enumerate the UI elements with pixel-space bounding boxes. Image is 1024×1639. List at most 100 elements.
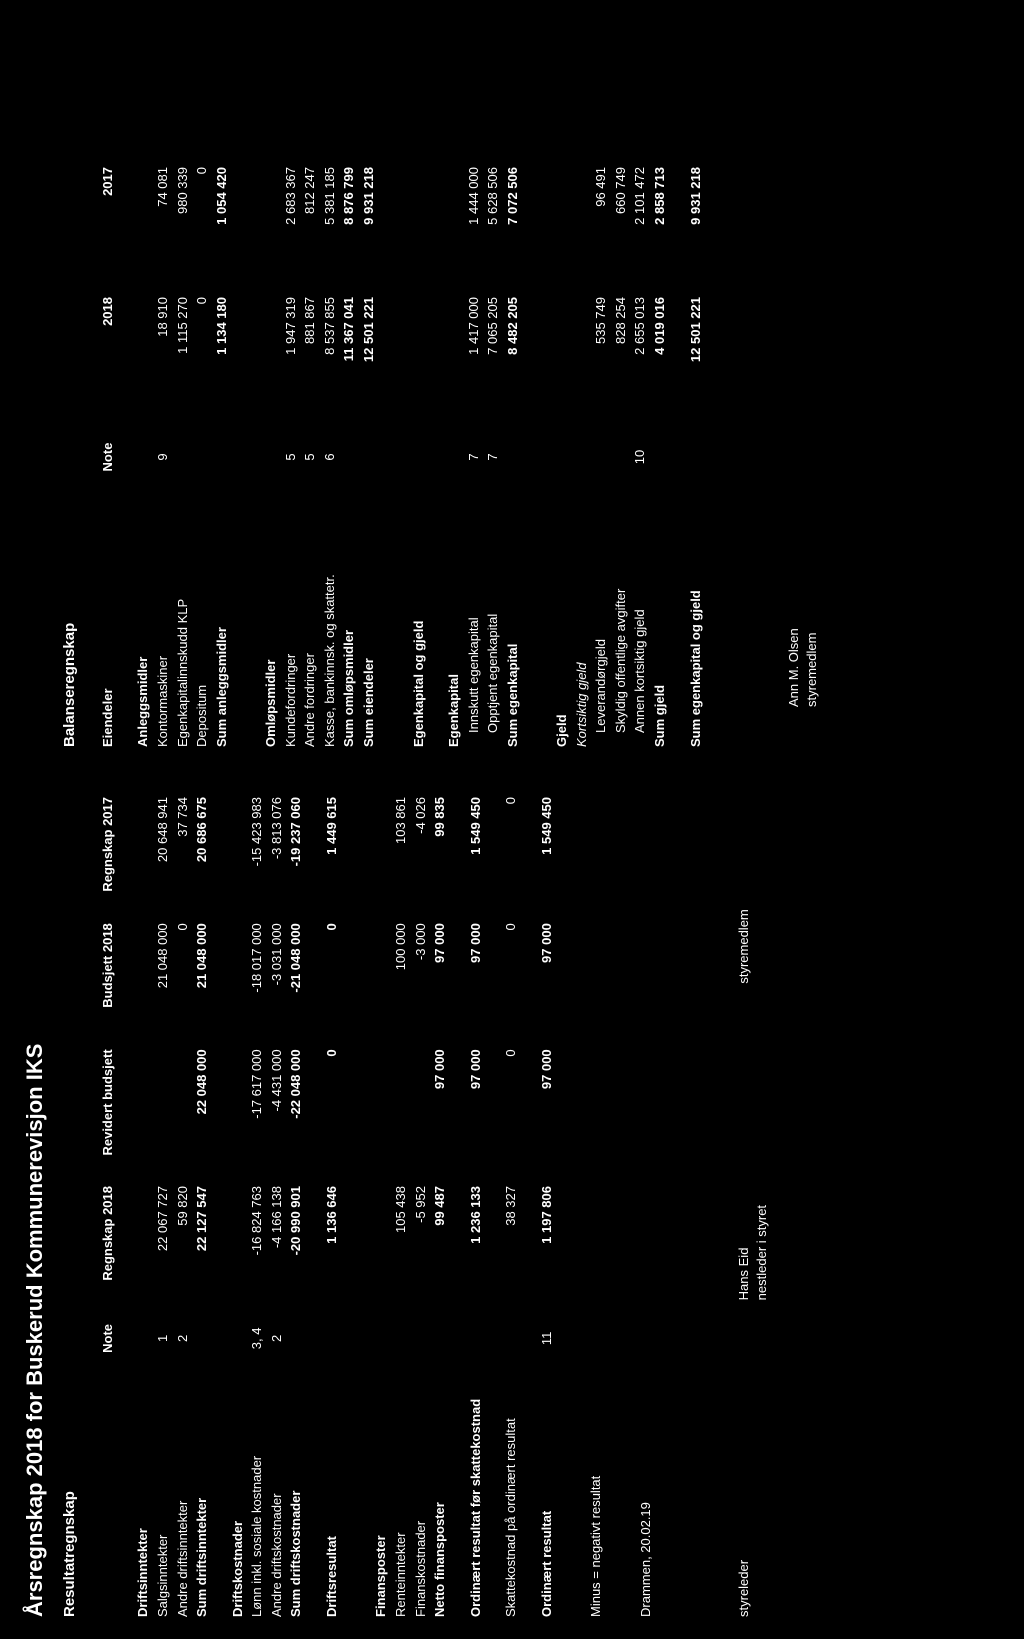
cell: 99 835	[430, 797, 450, 923]
row-note: 6	[320, 427, 340, 487]
col-regnskap-2018: Regnskap 2018	[98, 1186, 118, 1312]
cell: -5 952	[411, 1186, 431, 1312]
cell	[586, 797, 606, 923]
col-2018: 2018	[98, 297, 118, 427]
row-note	[466, 1312, 486, 1365]
cell	[173, 1049, 193, 1186]
row-note	[286, 1312, 306, 1365]
row-note	[430, 1312, 450, 1365]
cell: 2 655 013	[630, 297, 650, 427]
row-header: Egenkapital og gjeld	[409, 487, 429, 747]
cell: 0	[322, 1049, 342, 1186]
row-label: Skyldig offentlige avgifter	[611, 487, 631, 747]
cell: -3 031 000	[267, 923, 287, 1049]
cell: -19 237 060	[286, 797, 306, 923]
cell: 11 367 041	[339, 297, 359, 427]
cell: 20 648 941	[153, 797, 173, 923]
cell: -18 017 000	[247, 923, 267, 1049]
row-note: 11	[537, 1312, 557, 1365]
row-note	[572, 427, 592, 487]
row-note	[192, 427, 212, 487]
cell: -21 048 000	[286, 923, 306, 1049]
cell: 9 931 218	[686, 167, 706, 297]
cell	[636, 797, 656, 923]
balance-table: EiendelerNote20182017AnleggsmidlerKontor…	[98, 167, 705, 747]
cell: 22 127 547	[192, 1186, 212, 1312]
row-label: Drammen, 20.02.19	[636, 1365, 656, 1617]
row-note	[501, 1312, 521, 1365]
row-label: Finanskostnader	[411, 1365, 431, 1617]
row-note: 2	[173, 1312, 193, 1365]
cell: 97 000	[430, 1049, 450, 1186]
cell	[586, 1186, 606, 1312]
row-label: Ordinært resultat	[537, 1365, 557, 1617]
row-note	[212, 427, 232, 487]
row-label: Sum omløpsmidler	[339, 487, 359, 747]
cell: 1 549 450	[466, 797, 486, 923]
cell	[391, 1049, 411, 1186]
balance-heading: Balanseregnskap	[60, 167, 80, 747]
cell: -4 431 000	[267, 1049, 287, 1186]
row-note	[686, 427, 706, 487]
row-label: Salgsinntekter	[153, 1365, 173, 1617]
row-note	[192, 1312, 212, 1365]
cell: 8 482 205	[503, 297, 523, 427]
cell: 7 065 205	[483, 297, 503, 427]
col-budsjett-2018: Budsjett 2018	[98, 923, 118, 1049]
row-label: Sum anleggsmidler	[212, 487, 232, 747]
col-revidert-budsjett: Revidert budsjett	[98, 1049, 118, 1186]
cell: 38 327	[501, 1186, 521, 1312]
row-header: Driftsinntekter	[133, 1365, 153, 1617]
cell: 1 115 270	[173, 297, 193, 427]
cell: 8 537 855	[320, 297, 340, 427]
row-label: Sum driftsinntekter	[192, 1365, 212, 1617]
cell: 97 000	[466, 923, 486, 1049]
cell: 0	[501, 923, 521, 1049]
cell: 1 449 615	[322, 797, 342, 923]
cell: -3 000	[411, 923, 431, 1049]
row-note	[586, 1312, 606, 1365]
row-note: 3, 4	[247, 1312, 267, 1365]
col-eiendeler: Eiendeler	[98, 487, 118, 747]
row-label: Lønn inkl. sosiale kostnader	[247, 1365, 267, 1617]
cell	[572, 167, 592, 297]
row-label: Skattekostnad på ordinært resultat	[501, 1365, 521, 1617]
row-label: Renteinntekter	[391, 1365, 411, 1617]
sig-styremedlem-2: Ann M. Olsen styremedlem	[785, 507, 820, 707]
cell: 97 000	[537, 1049, 557, 1186]
signatures-left: styreleder Hans Eid nestleder i styret s…	[735, 797, 770, 1617]
income-table: NoteRegnskap 2018Revidert budsjettBudsje…	[98, 797, 655, 1617]
row-label: Kasse, bankinnsk. og skattetr.	[320, 487, 340, 747]
cell: 1 134 180	[212, 297, 232, 427]
cell: 980 339	[173, 167, 193, 297]
row-label: Annen kortsiktig gjeld	[630, 487, 650, 747]
cell: 1 054 420	[212, 167, 232, 297]
cell: 105 438	[391, 1186, 411, 1312]
cell: 12 501 221	[686, 297, 706, 427]
col-note: Note	[98, 1312, 118, 1365]
row-header: Omløpsmidler	[261, 487, 281, 747]
cell: 103 861	[391, 797, 411, 923]
cell: 97 000	[430, 923, 450, 1049]
sig-nestleder: Hans Eid nestleder i styret	[735, 1114, 770, 1301]
col-2017: 2017	[98, 167, 118, 297]
sig-styreleder: styreleder	[735, 1430, 770, 1617]
row-note	[339, 427, 359, 487]
cell: -16 824 763	[247, 1186, 267, 1312]
row-header: Anleggsmidler	[133, 487, 153, 747]
signatures-right: Ann M. Olsen styremedlem	[785, 167, 820, 747]
row-header: Gjeld	[552, 487, 572, 747]
cell: 2 683 367	[281, 167, 301, 297]
row-note	[173, 427, 193, 487]
cell: 1 197 806	[537, 1186, 557, 1312]
row-note	[359, 427, 379, 487]
row-label: Andre driftsinntekter	[173, 1365, 193, 1617]
row-label: Sum eiendeler	[359, 487, 379, 747]
row-note	[636, 1312, 656, 1365]
row-label: Kortsiktig gjeld	[572, 487, 592, 747]
cell: 1 549 450	[537, 797, 557, 923]
balance-sheet: Balanseregnskap EiendelerNote20182017Anl…	[60, 167, 820, 747]
row-label: Driftsresultat	[322, 1365, 342, 1617]
cell: 7 072 506	[503, 167, 523, 297]
cell: 37 734	[173, 797, 193, 923]
